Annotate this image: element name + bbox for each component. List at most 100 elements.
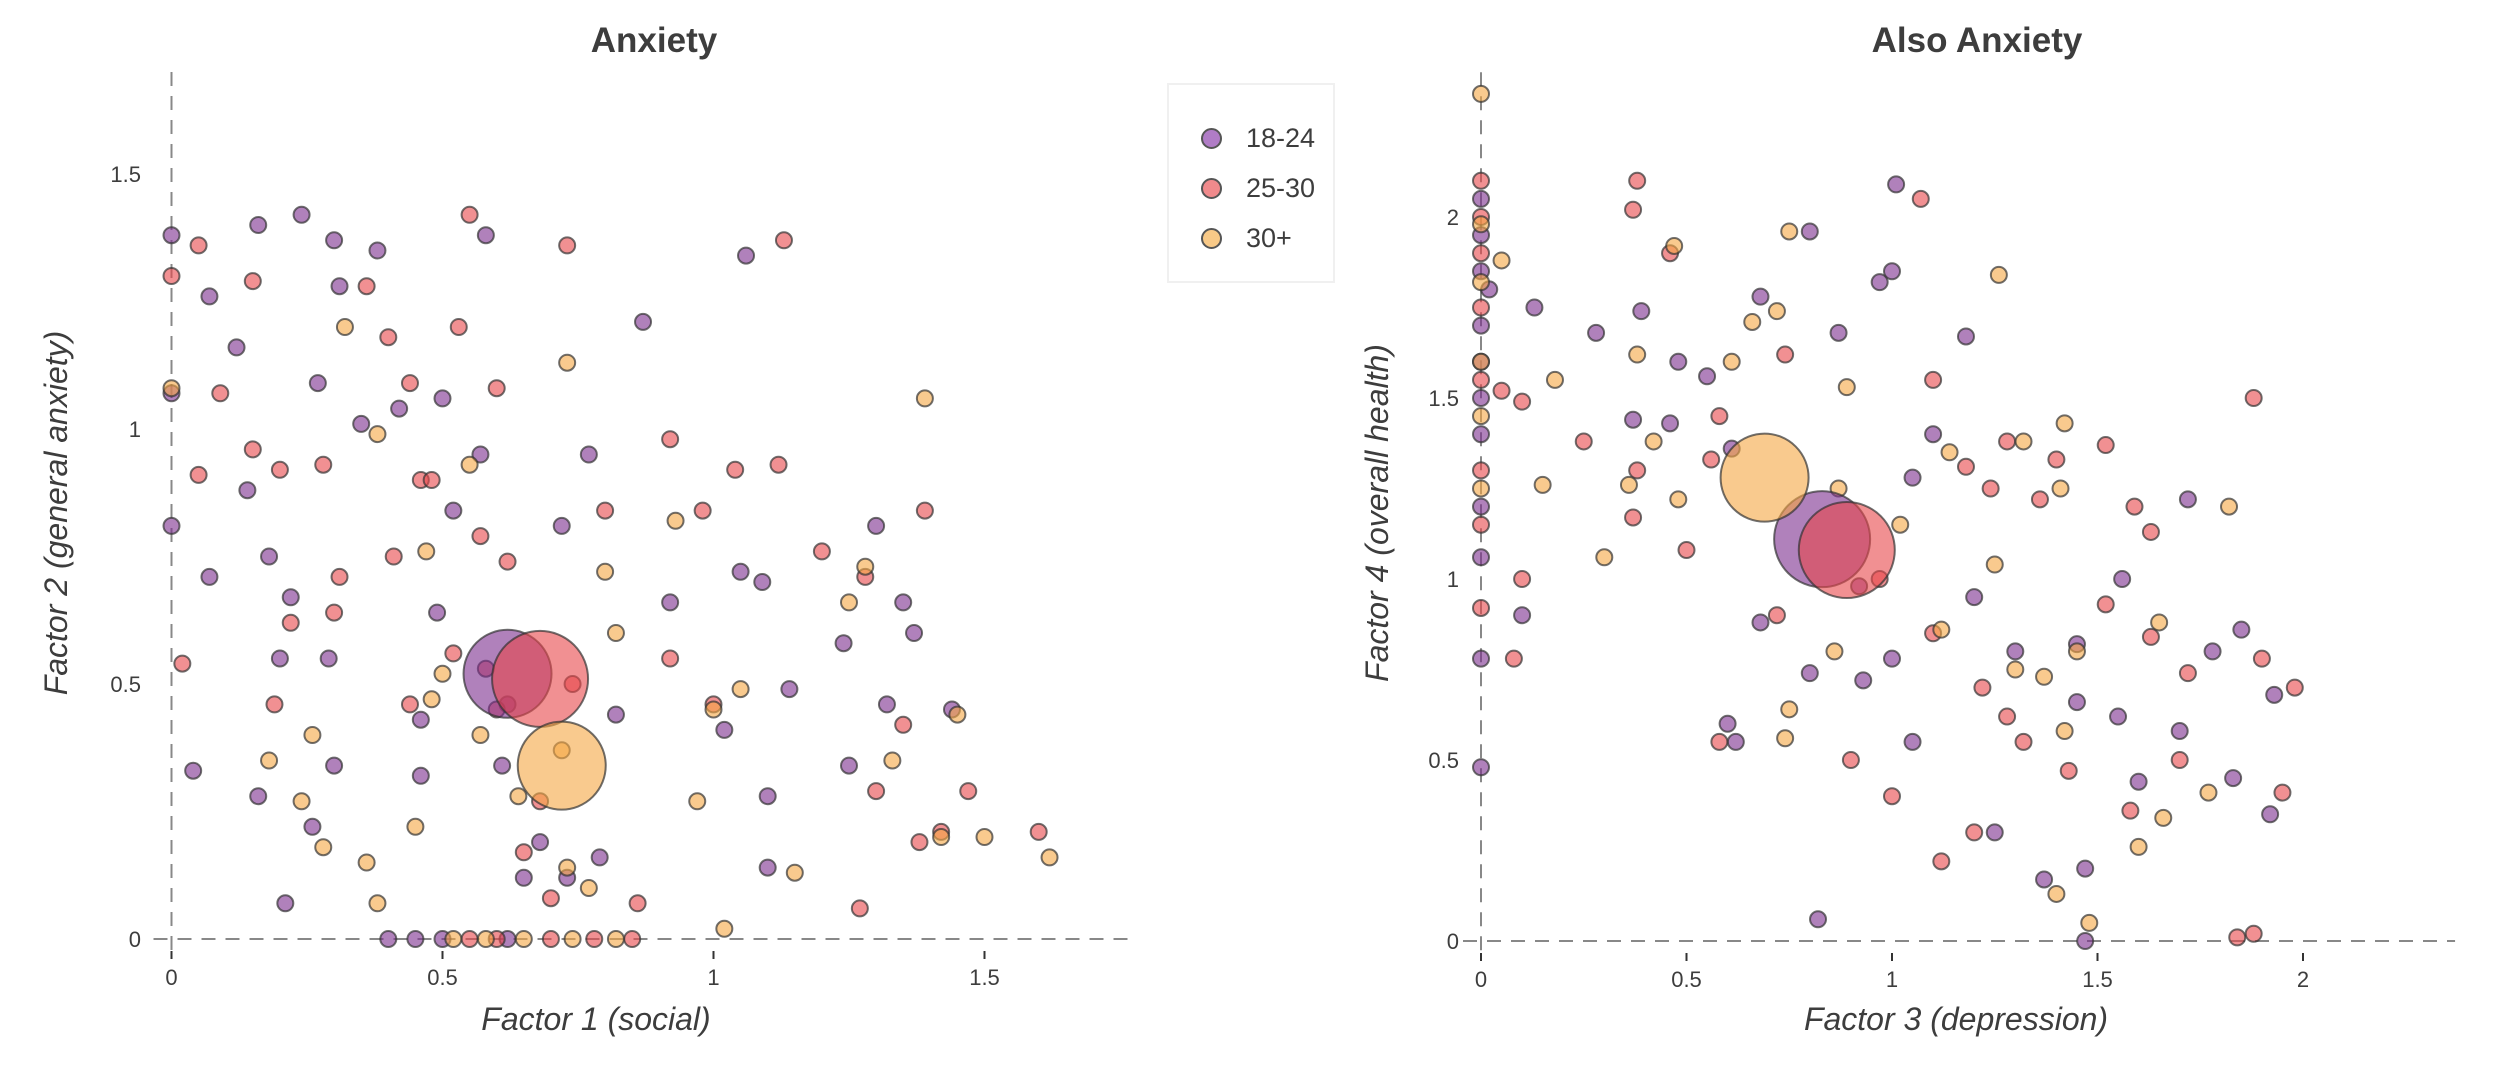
data-point-25-30 — [596, 501, 615, 520]
data-point-18-24 — [1661, 414, 1680, 433]
data-point-18-24 — [493, 756, 512, 775]
data-point-18-24 — [390, 399, 409, 418]
data-point-18-24 — [1956, 327, 1975, 346]
data-point-30+ — [1595, 548, 1614, 567]
data-point-18-24 — [1903, 732, 1922, 751]
data-point-25-30 — [514, 843, 533, 862]
data-point-25-30 — [1628, 171, 1647, 190]
data-point-18-24 — [1726, 732, 1745, 751]
data-point-18-24 — [162, 516, 181, 535]
data-point-30+ — [666, 511, 685, 530]
data-point-30+ — [1472, 407, 1490, 426]
data-point-25-30 — [357, 277, 376, 296]
y-tick-label: 1.5 — [1428, 386, 1459, 411]
data-point-18-24 — [1669, 352, 1688, 371]
data-point-25-30 — [2141, 627, 2160, 646]
data-point-30+ — [514, 930, 533, 948]
data-point-30+ — [335, 318, 354, 336]
chart-title: Anxiety — [591, 21, 718, 60]
x-tick-label: 1 — [1886, 967, 1898, 992]
data-point-30+ — [2220, 497, 2239, 516]
data-point-18-24 — [292, 205, 311, 224]
data-point-25-30 — [1504, 649, 1523, 668]
data-point-25-30 — [460, 205, 479, 224]
data-point-25-30 — [2285, 678, 2304, 697]
data-point-25-30 — [1492, 381, 1511, 400]
data-point-25-30 — [1513, 392, 1532, 411]
data-point-30+ — [1776, 729, 1795, 748]
x-tick-label: 1.5 — [969, 965, 1000, 990]
centroid-25-30 — [491, 629, 590, 728]
data-point-25-30 — [2125, 497, 2144, 516]
data-point-30+ — [471, 726, 490, 744]
data-point-18-24 — [894, 593, 913, 612]
data-point-18-24 — [2129, 772, 2148, 791]
data-point-18-24 — [531, 833, 550, 852]
data-point-18-24 — [368, 241, 387, 260]
legend-label: 18-24 — [1246, 123, 1316, 153]
data-point-25-30 — [2141, 522, 2160, 541]
data-point-25-30 — [1472, 244, 1490, 263]
data-point-18-24 — [227, 338, 246, 357]
data-point-18-24 — [325, 231, 344, 250]
data-point-30+ — [357, 853, 376, 872]
data-point-18-24 — [319, 649, 338, 668]
data-point-25-30 — [1472, 171, 1490, 190]
data-point-25-30 — [2059, 761, 2078, 780]
data-point-18-24 — [406, 930, 425, 948]
data-point-30+ — [731, 680, 750, 699]
data-point-30+ — [368, 425, 387, 444]
data-point-25-30 — [1624, 508, 1643, 527]
data-point-30+ — [433, 664, 452, 683]
data-point-25-30 — [2228, 928, 2247, 947]
data-point-18-24 — [260, 547, 279, 566]
data-point-25-30 — [1998, 707, 2017, 726]
data-point-18-24 — [1472, 425, 1490, 444]
y-tick-label: 1.5 — [110, 162, 141, 187]
data-point-30+ — [2006, 660, 2025, 679]
data-point-30+ — [460, 455, 479, 474]
data-point-25-30 — [1998, 432, 2017, 451]
data-point-30+ — [606, 930, 625, 948]
y-axis-label: Factor 2 (general anxiety) — [38, 331, 74, 696]
data-point-18-24 — [352, 414, 371, 433]
y-tick-label: 0.5 — [110, 672, 141, 697]
data-point-25-30 — [325, 603, 344, 622]
data-point-25-30 — [585, 930, 604, 948]
data-point-18-24 — [471, 445, 490, 464]
data-point-30+ — [1932, 620, 1951, 639]
data-point-30+ — [1767, 302, 1786, 321]
data-point-30+ — [2067, 642, 2086, 661]
legend-marker-purple — [1201, 128, 1222, 149]
data-point-30+ — [1669, 490, 1688, 509]
data-point-30+ — [2051, 479, 2070, 498]
data-point-25-30 — [1029, 822, 1048, 841]
data-point-30+ — [975, 828, 994, 846]
data-point-18-24 — [1870, 273, 1889, 292]
data-point-18-24 — [1472, 316, 1490, 335]
data-point-18-24 — [834, 634, 853, 653]
data-point-18-24 — [1718, 714, 1737, 733]
data-point-30+ — [1545, 370, 1564, 389]
data-point-25-30 — [1472, 598, 1490, 617]
data-point-30+ — [406, 817, 425, 836]
data-point-25-30 — [1574, 432, 1593, 451]
data-point-18-24 — [877, 695, 896, 714]
data-point-18-24 — [1587, 323, 1606, 342]
data-point-30+ — [596, 562, 615, 581]
data-point-25-30 — [1924, 370, 1943, 389]
data-point-18-24 — [270, 649, 289, 668]
data-point-25-30 — [1710, 407, 1729, 426]
data-point-18-24 — [2035, 870, 2054, 889]
data-point-25-30 — [1513, 570, 1532, 588]
data-point-30+ — [1619, 475, 1638, 494]
x-tick-label: 0 — [1475, 967, 1487, 992]
data-point-25-30 — [910, 833, 929, 852]
data-point-30+ — [579, 879, 598, 897]
data-point-18-24 — [1903, 468, 1922, 487]
y-tick-label: 0.5 — [1428, 748, 1459, 773]
x-tick-label: 1.5 — [2082, 967, 2113, 992]
data-point-30+ — [1472, 479, 1490, 498]
data-point-25-30 — [894, 715, 913, 734]
data-point-18-24 — [780, 680, 799, 699]
